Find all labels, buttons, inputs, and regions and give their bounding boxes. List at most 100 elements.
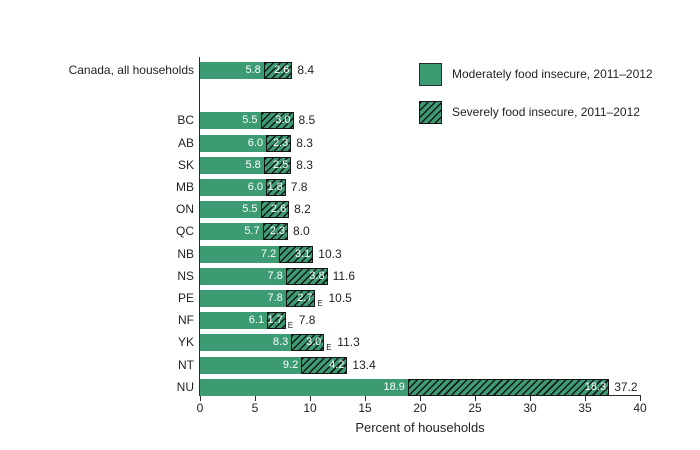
- category-label: NT: [178, 357, 194, 372]
- severe-value-label: 3.1: [294, 247, 311, 260]
- legend-moderate-label: Moderately food insecure, 2011–2012: [452, 67, 653, 81]
- x-tick-label: 25: [468, 401, 482, 415]
- moderate-bar-segment: 7.8: [200, 289, 286, 307]
- severe-bar-segment: 18.3: [407, 378, 610, 396]
- bar-row: NT 9.2 4.2 13.4: [0, 356, 700, 374]
- estimate-flag: E: [317, 298, 323, 308]
- moderate-bar-segment: 18.9: [200, 378, 408, 396]
- bar-row: ON 5.5 2.6 8.2: [0, 201, 700, 219]
- severe-bar-segment: 3.8: [285, 267, 328, 285]
- severe-bar-segment: 2.6: [260, 201, 290, 219]
- x-tick: [310, 396, 311, 401]
- total-value-label: 8.4: [297, 63, 315, 77]
- bar-row: SK 5.8 2.5 8.3: [0, 156, 700, 174]
- severe-bar-segment: 1.8: [266, 178, 286, 196]
- category-label: YK: [177, 335, 194, 350]
- x-tick: [585, 396, 586, 401]
- total-value-label: 10.3: [318, 246, 342, 261]
- total-value-label: 11.6: [332, 268, 356, 283]
- category-label: NF: [178, 313, 194, 328]
- moderate-value-label: 5.8: [245, 158, 261, 171]
- moderate-value-label: 18.9: [383, 380, 405, 393]
- legend-item-moderate: Moderately food insecure, 2011–2012: [419, 63, 689, 88]
- moderate-value-label: 5.7: [244, 225, 260, 238]
- severe-value-label: 2.6: [274, 64, 290, 76]
- bar-row: AB 6.0 2.3 8.3: [0, 134, 700, 152]
- severe-bar-segment: 2.3: [262, 223, 288, 241]
- severe-bar-segment: 1.7: [267, 312, 286, 330]
- moderate-value-label: 9.2: [282, 358, 299, 371]
- severe-value-label: 3.8: [309, 269, 325, 282]
- bar-row: Canada, all households 5.8 2.6 8.4: [0, 62, 700, 79]
- total-value-label: 7.8: [290, 179, 308, 194]
- moderate-bar-segment: 8.3: [200, 334, 292, 352]
- x-tick: [530, 396, 531, 401]
- moderate-value-label: 6.1: [248, 314, 265, 327]
- moderate-value-label: 5.8: [245, 64, 261, 76]
- bar-row: BC 5.5 3.0 8.5: [0, 112, 700, 130]
- total-value-label: 8.0: [293, 224, 310, 239]
- severe-bar-segment: 2.3: [266, 134, 292, 152]
- bar-row: QC 5.7 2.3 8.0: [0, 223, 700, 241]
- category-label: QC: [176, 224, 194, 239]
- category-label: MB: [176, 179, 194, 194]
- severe-value-label: 2.5: [273, 158, 289, 171]
- category-label: SK: [177, 157, 194, 172]
- moderate-bar-segment: 7.2: [200, 245, 280, 263]
- x-tick-label: 5: [251, 401, 259, 415]
- moderate-bar-segment: 6.1: [200, 312, 268, 330]
- x-tick-label: 15: [358, 401, 372, 415]
- severe-value-label: 3.0: [275, 114, 291, 127]
- bar-row: YK 8.3 3.0 E 11.3: [0, 334, 700, 352]
- total-value-label: 11.3: [337, 335, 360, 350]
- moderate-value-label: 6.0: [247, 180, 263, 193]
- total-value-label: 13.4: [352, 357, 376, 372]
- x-tick: [200, 396, 201, 401]
- severe-bar-segment: 3.0: [260, 112, 294, 130]
- total-value-label: 8.2: [294, 202, 311, 217]
- x-tick: [365, 396, 366, 401]
- moderate-value-label: 7.2: [260, 247, 277, 260]
- x-tick: [255, 396, 256, 401]
- x-tick: [640, 396, 641, 401]
- category-label: AB: [177, 135, 194, 150]
- legend-item-severe: Severely food insecure, 2011–2012: [419, 101, 689, 126]
- moderate-value-label: 7.8: [267, 269, 283, 282]
- estimate-flag: E: [287, 321, 294, 331]
- x-tick-label: 20: [413, 401, 427, 415]
- x-tick: [420, 396, 421, 401]
- total-value-label: 8.3: [296, 135, 313, 150]
- y-axis-line: [199, 57, 200, 396]
- bar-row: MB 6.0 1.8 7.8: [0, 178, 700, 196]
- x-tick-label: 10: [303, 401, 317, 415]
- moderate-bar-segment: 6.0: [200, 134, 266, 152]
- severe-value-label: 1.7: [267, 314, 283, 327]
- legend-moderate-swatch: [419, 63, 442, 86]
- x-axis-title: Percent of households: [355, 420, 485, 435]
- moderate-value-label: 6.0: [247, 136, 263, 149]
- total-value-label: 8.3: [296, 157, 313, 172]
- severe-value-label: 3.0: [306, 336, 322, 349]
- moderate-bar-segment: 5.5: [200, 201, 261, 219]
- total-value-label: 37.2: [614, 379, 638, 394]
- x-tick-label: 40: [633, 401, 647, 415]
- moderate-bar-segment: 5.5: [200, 112, 261, 130]
- category-label: Canada, all households: [68, 63, 194, 77]
- category-label: BC: [177, 113, 194, 128]
- bar-row: NS 7.8 3.8 11.6: [0, 267, 700, 285]
- category-label: NS: [177, 268, 194, 283]
- total-value-label: 7.8: [298, 313, 316, 328]
- severe-bar-segment: 3.0: [291, 334, 325, 352]
- severe-bar-segment: 4.2: [301, 356, 348, 374]
- moderate-value-label: 5.5: [242, 114, 258, 127]
- bar-row: NB 7.2 3.1 10.3: [0, 245, 700, 263]
- bar-row: NF 6.1 1.7 E 7.8: [0, 312, 700, 331]
- severe-bar-segment: 3.1: [279, 245, 314, 263]
- legend-severe-swatch: [419, 101, 442, 124]
- moderate-bar-segment: 7.8: [200, 267, 286, 285]
- severe-value-label: 18.3: [584, 380, 607, 393]
- total-value-label: 8.5: [298, 113, 316, 128]
- severe-bar-segment: 2.5: [263, 156, 292, 174]
- severe-value-label: 4.2: [329, 358, 345, 371]
